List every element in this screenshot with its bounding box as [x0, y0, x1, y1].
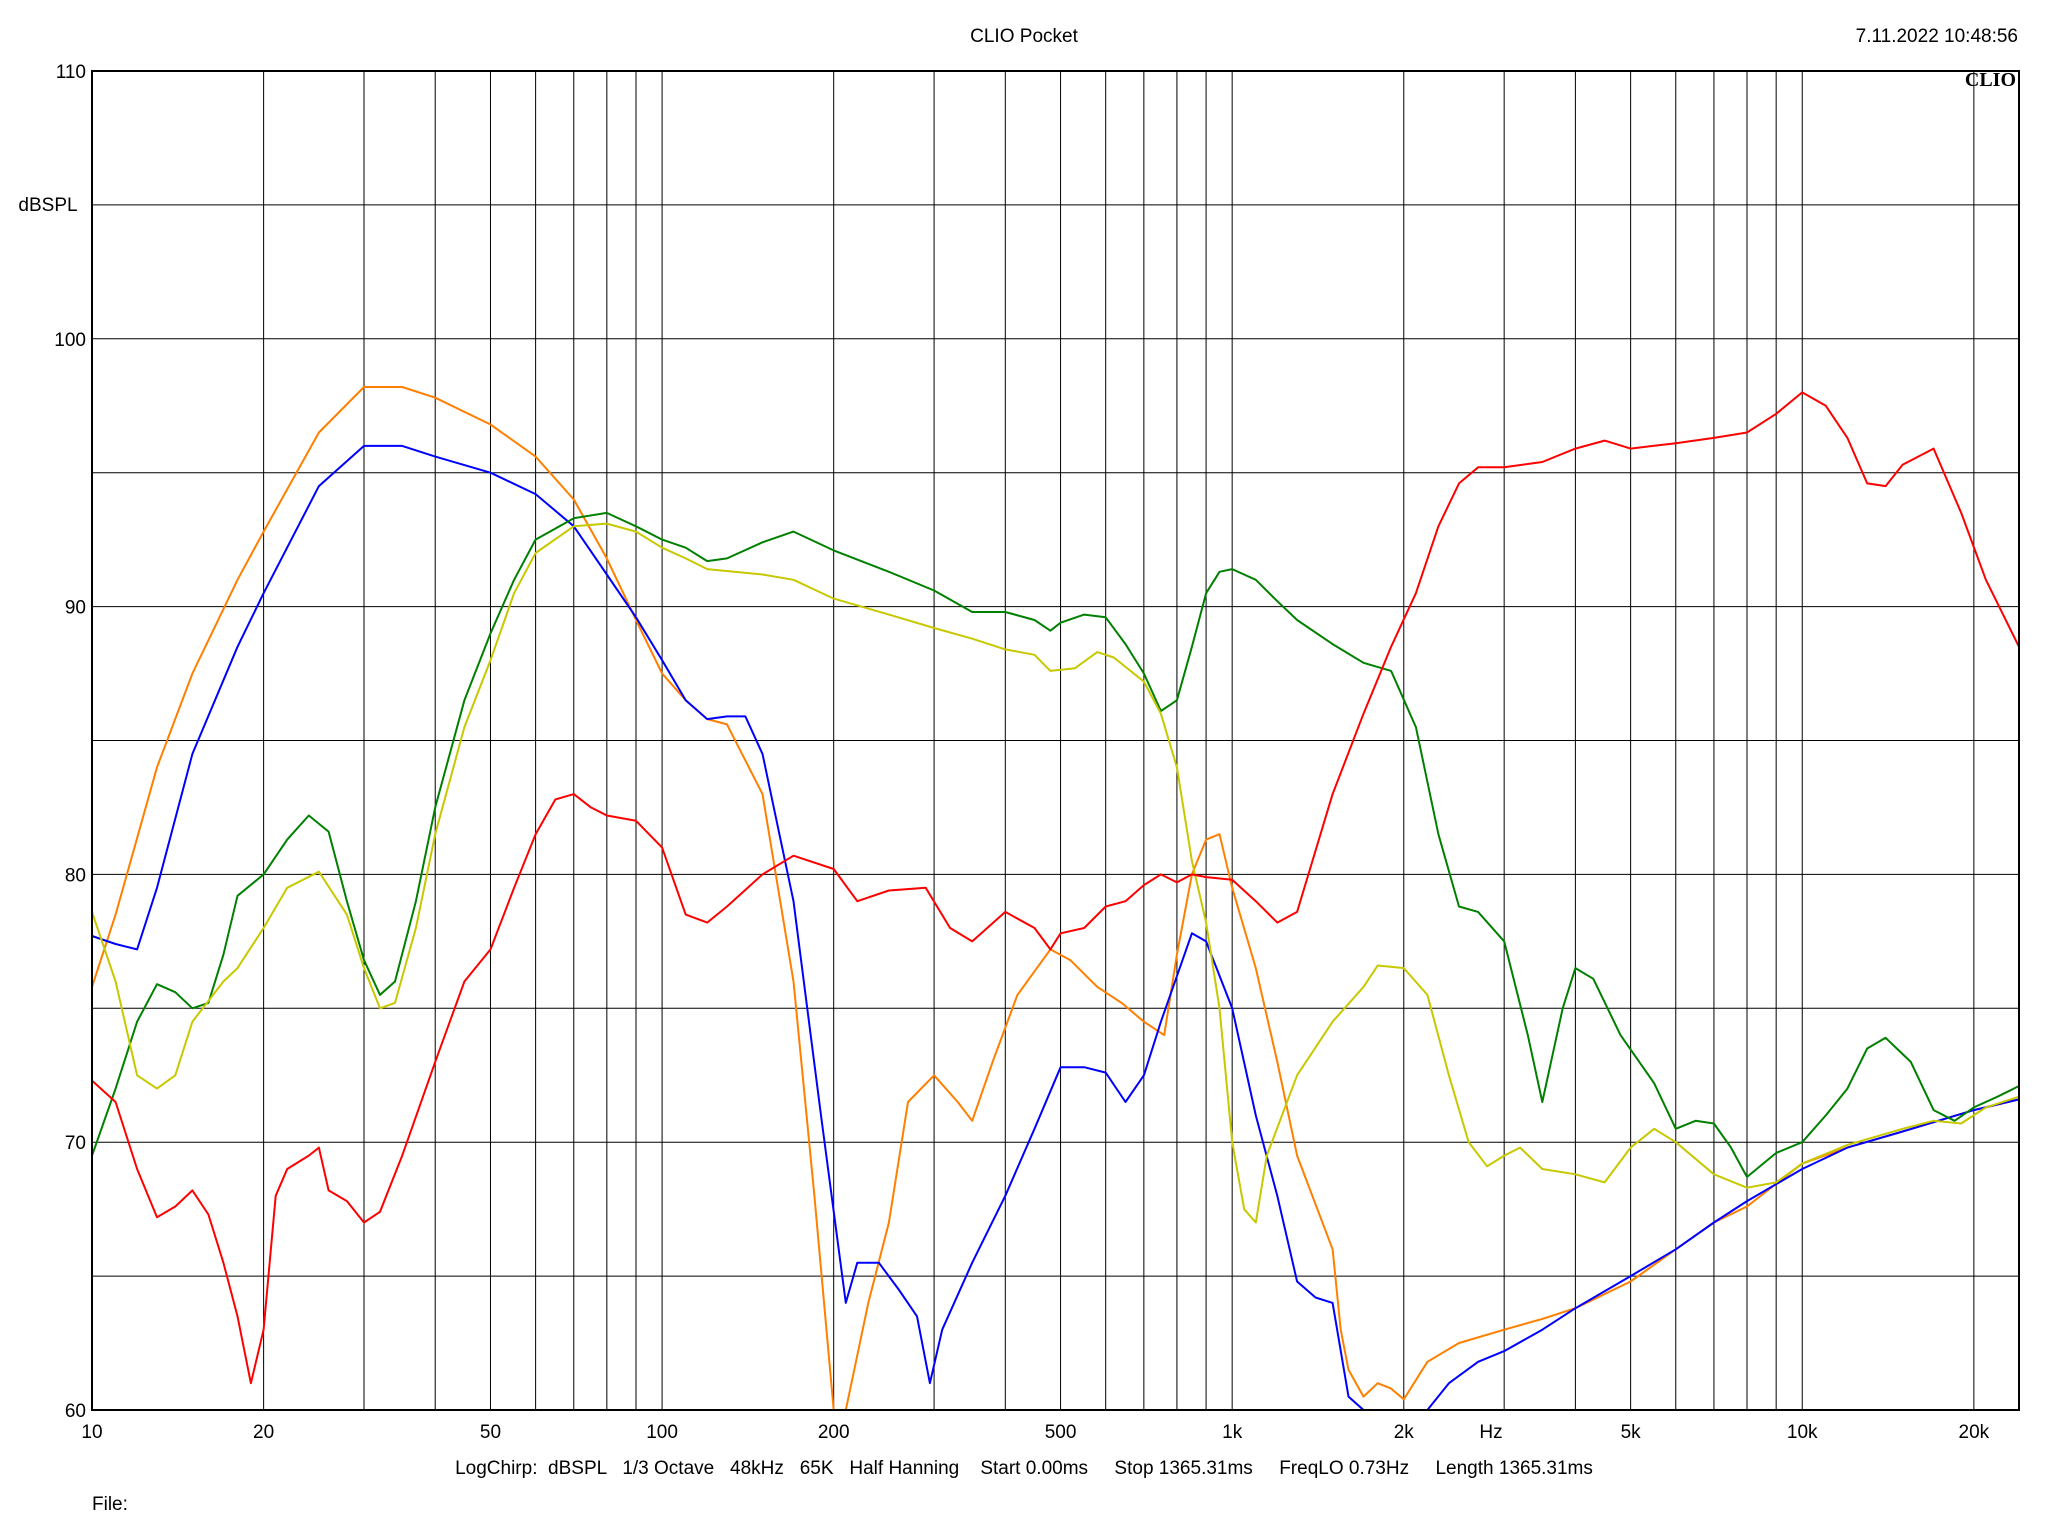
x-tick-label: 5k [1621, 1422, 1642, 1443]
y-axis-label: dBSPL [18, 195, 77, 216]
x-tick-label: 20k [1959, 1422, 1990, 1443]
series-line-5 [91, 391, 2020, 1385]
series-line-2 [91, 444, 2020, 1411]
x-tick-label: 2k [1394, 1422, 1415, 1443]
x-axis-label: Hz [1479, 1422, 1502, 1443]
series-line-3 [91, 511, 2020, 1178]
y-tick-label: 60 [65, 1401, 86, 1422]
plot-series [91, 386, 2020, 1411]
x-tick-label: 20 [253, 1422, 274, 1443]
y-tick-label: 80 [65, 865, 86, 886]
x-tick-label: 100 [646, 1422, 678, 1443]
series-line-1 [91, 386, 2020, 1411]
x-tick-label: 200 [818, 1422, 850, 1443]
x-tick-label: 1k [1222, 1422, 1243, 1443]
timestamp: 7.11.2022 10:48:56 [1856, 26, 2018, 47]
y-axis-ticks: 110 100 90 80 70 60 [54, 62, 86, 1422]
x-tick-label: 50 [480, 1422, 501, 1443]
chart-title: CLIO Pocket [970, 26, 1078, 47]
series-line-4 [91, 522, 2020, 1224]
file-label: File: [92, 1494, 128, 1515]
y-tick-label: 110 [56, 62, 86, 83]
y-tick-label: 90 [65, 598, 86, 619]
x-axis-ticks: 10 20 50 100 200 500 1k 2k 5k 10k 20k [81, 1422, 1989, 1443]
measurement-settings: LogChirp: dBSPL 1/3 Octave 48kHz 65K Hal… [455, 1458, 1593, 1479]
x-tick-label: 10 [81, 1422, 102, 1443]
plot-frame [91, 70, 2020, 1411]
clio-logo: CLIO [1965, 69, 2016, 91]
x-tick-label: 10k [1787, 1422, 1818, 1443]
x-tick-label: 500 [1045, 1422, 1077, 1443]
y-tick-label: 70 [65, 1133, 86, 1154]
y-tick-label: 100 [54, 330, 86, 351]
grid [92, 71, 2019, 1410]
